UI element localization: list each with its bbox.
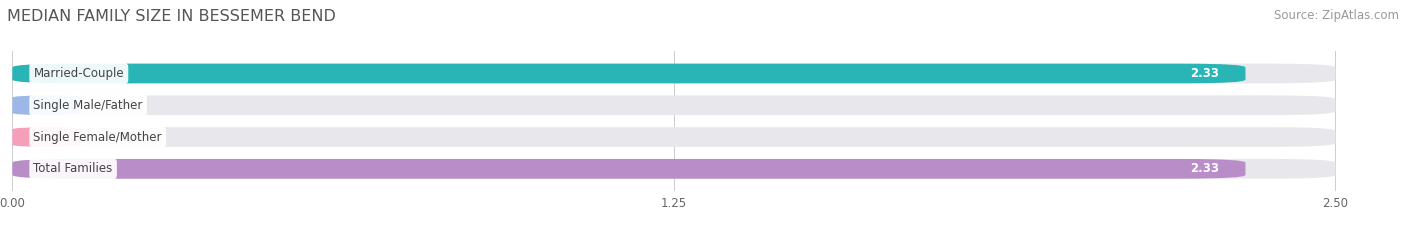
Text: Source: ZipAtlas.com: Source: ZipAtlas.com xyxy=(1274,9,1399,22)
Text: Single Male/Father: Single Male/Father xyxy=(34,99,143,112)
Text: Single Female/Mother: Single Female/Mother xyxy=(34,130,162,144)
FancyBboxPatch shape xyxy=(13,127,82,147)
FancyBboxPatch shape xyxy=(13,64,1336,83)
Text: MEDIAN FAMILY SIZE IN BESSEMER BEND: MEDIAN FAMILY SIZE IN BESSEMER BEND xyxy=(7,9,336,24)
Text: 2.33: 2.33 xyxy=(1189,162,1219,175)
Text: 0.00: 0.00 xyxy=(108,99,136,112)
FancyBboxPatch shape xyxy=(13,96,82,115)
FancyBboxPatch shape xyxy=(13,159,1336,179)
FancyBboxPatch shape xyxy=(13,64,1246,83)
FancyBboxPatch shape xyxy=(13,96,1336,115)
Text: Total Families: Total Families xyxy=(34,162,112,175)
Text: 0.00: 0.00 xyxy=(108,130,136,144)
FancyBboxPatch shape xyxy=(13,159,1246,179)
FancyBboxPatch shape xyxy=(13,127,1336,147)
Text: Married-Couple: Married-Couple xyxy=(34,67,124,80)
Text: 2.33: 2.33 xyxy=(1189,67,1219,80)
